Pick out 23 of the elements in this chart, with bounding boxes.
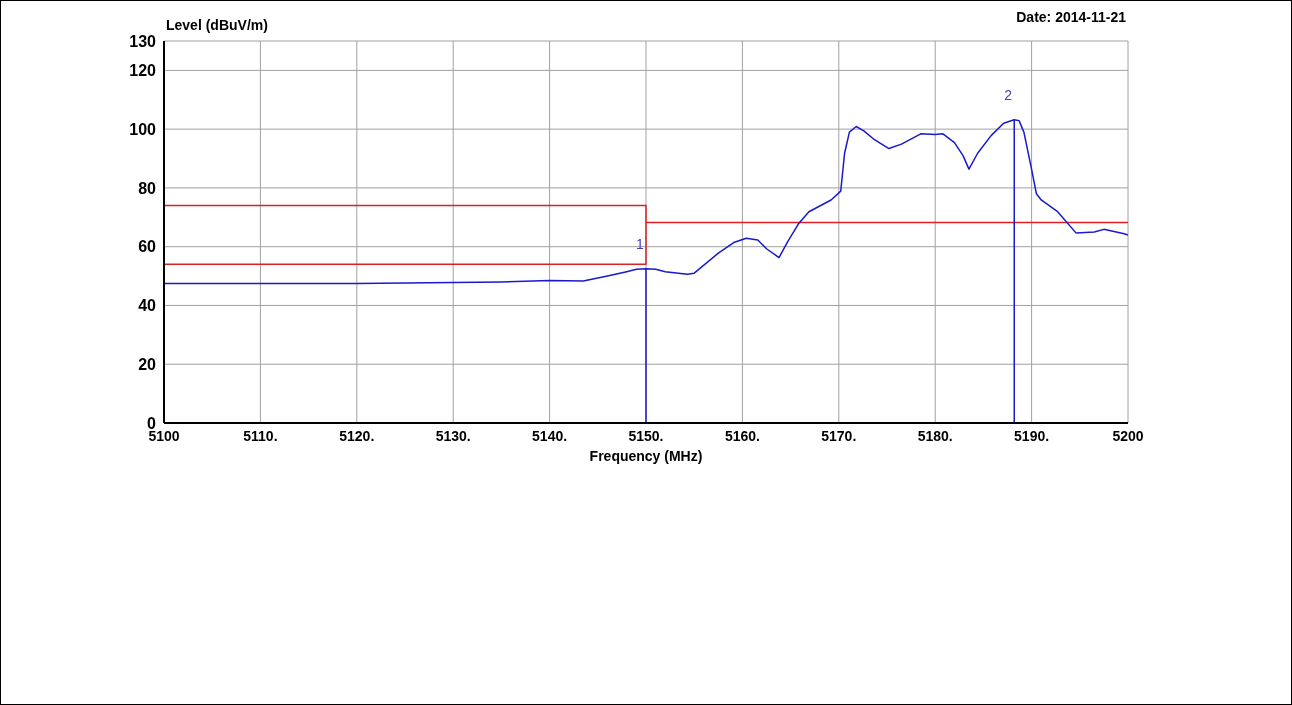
y-tick-label: 20	[138, 355, 157, 373]
y-tick-label: 130	[129, 32, 157, 50]
annotation: 2	[1004, 86, 1013, 103]
annotation: 1	[636, 235, 645, 252]
x-tick-label: 5150.	[628, 427, 664, 444]
x-tick-label: 5170.	[821, 427, 857, 444]
x-tick-label: 5140.	[532, 427, 568, 444]
x-tick-label: 5200	[1112, 427, 1144, 444]
x-axis-title: Frequency (MHz)	[589, 448, 703, 464]
y-tick-label: 100	[129, 120, 157, 138]
x-tick-label: 5160.	[724, 427, 760, 444]
x-tick-label: 5190.	[1014, 427, 1050, 444]
y-tick-label: 120	[129, 62, 157, 80]
y-tick-label: 0	[147, 414, 157, 432]
x-tick-label: 5180.	[917, 427, 953, 444]
x-tick-label: 5130.	[435, 427, 471, 444]
text: Date: 2014-11-21	[1016, 9, 1126, 25]
y-tick-label: 80	[138, 179, 157, 197]
y-tick-label: 40	[138, 297, 157, 315]
y-axis-title: Level (dBuV/m)	[166, 17, 268, 33]
y-tick-label: 60	[138, 238, 157, 256]
x-tick-label: 5110.	[243, 427, 278, 444]
x-tick-label: 5120.	[339, 427, 375, 444]
